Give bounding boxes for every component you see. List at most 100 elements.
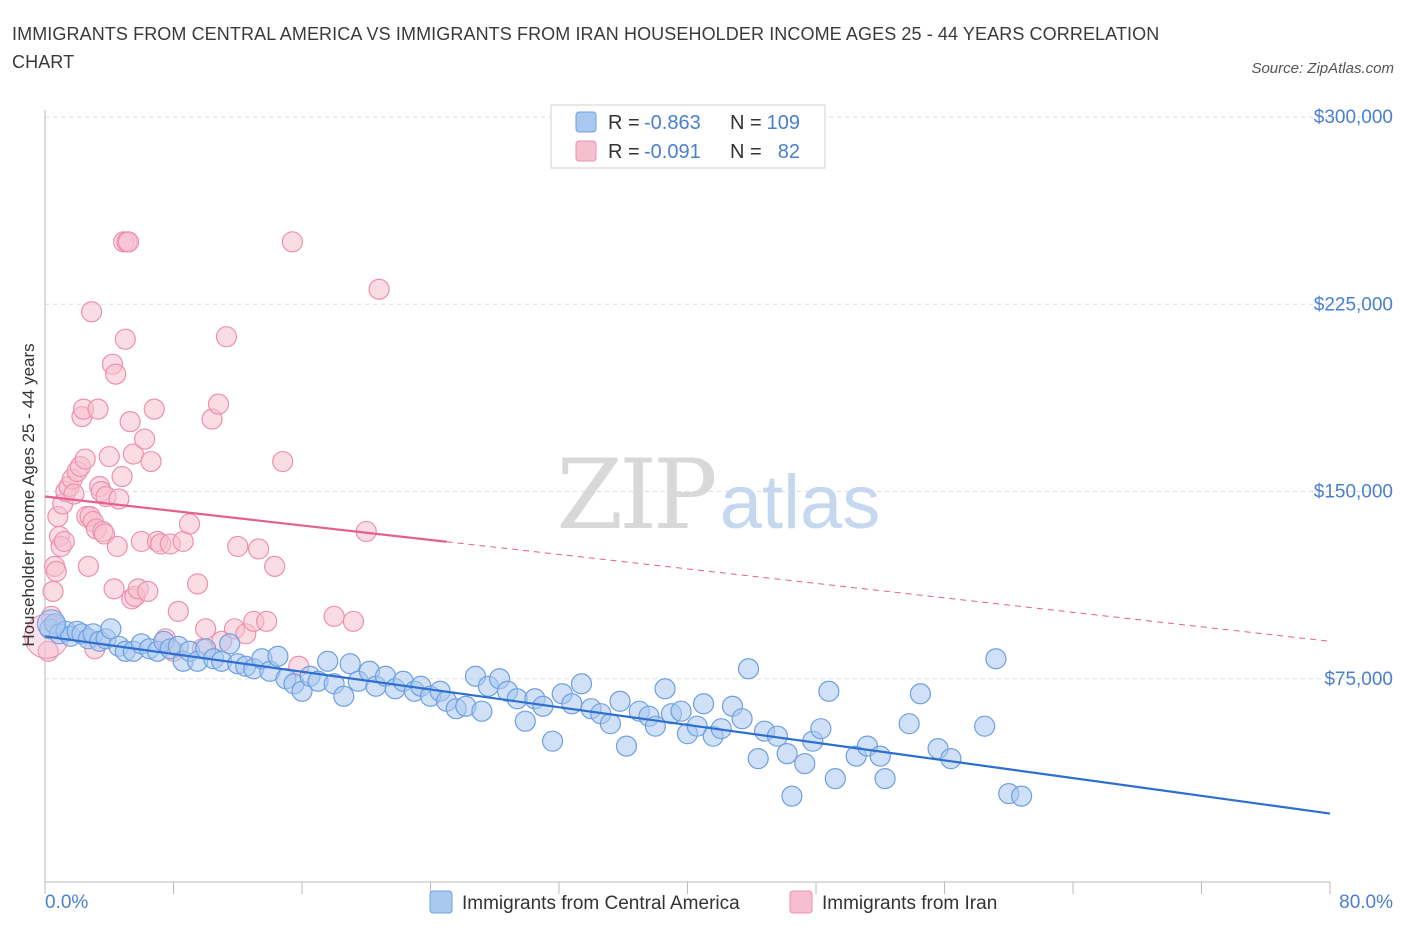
legend-n-label: N =: [730, 112, 762, 134]
point-iran: [93, 523, 116, 545]
point-central-america: [670, 700, 692, 722]
watermark: ZIP atlas: [556, 439, 880, 551]
point-iran: [114, 328, 136, 350]
point-central-america: [985, 648, 1007, 670]
series-legend-swatch: [789, 890, 813, 914]
point-central-america: [794, 753, 816, 775]
point-iran: [119, 410, 141, 433]
legend-n-label: N =: [730, 141, 762, 163]
point-central-america: [818, 680, 840, 702]
point-iran: [111, 465, 133, 488]
point-central-america: [824, 768, 846, 790]
legend-n-value: 82: [778, 141, 800, 163]
point-iran: [53, 530, 75, 553]
point-iran: [98, 445, 120, 468]
trend-line-iran: [44, 495, 447, 543]
point-central-america: [874, 768, 896, 790]
point-central-america: [747, 748, 769, 770]
point-iran: [256, 610, 278, 632]
series-legend-swatch: [429, 890, 453, 914]
point-central-america: [810, 718, 832, 740]
point-iran: [227, 535, 249, 558]
y-tick-label: $300,000: [1314, 107, 1393, 128]
series-central-america-points: [36, 609, 1033, 807]
point-central-america: [692, 693, 715, 715]
point-iran: [272, 450, 294, 473]
point-iran: [323, 605, 345, 627]
point-iran: [167, 600, 189, 622]
point-iran: [140, 450, 162, 473]
point-central-america: [219, 633, 241, 655]
point-iran: [87, 398, 109, 420]
series-legend-label: Immigrants from Iran: [822, 893, 997, 914]
point-central-america-cluster: [36, 609, 66, 639]
point-iran: [137, 580, 159, 602]
point-central-america: [1010, 785, 1033, 807]
point-iran: [186, 573, 209, 595]
point-central-america: [940, 748, 962, 770]
point-central-america: [898, 713, 920, 735]
legend-n-value: 109: [767, 112, 800, 134]
point-central-america: [615, 735, 638, 757]
point-central-america: [909, 683, 932, 705]
point-central-america: [599, 713, 622, 735]
series-iran-points: [24, 231, 390, 677]
point-iran: [248, 538, 270, 560]
point-iran: [106, 535, 128, 558]
point-iran: [37, 640, 59, 662]
legend-r-value: -0.863: [644, 112, 701, 134]
x-tick-label: 80.0%: [1339, 892, 1393, 913]
point-iran: [77, 555, 99, 578]
point-central-america: [100, 618, 122, 640]
point-iran: [80, 301, 103, 323]
point-iran: [215, 326, 238, 348]
watermark-zip: ZIP: [556, 439, 715, 551]
point-iran: [143, 398, 165, 420]
trend-lines: [44, 495, 1331, 815]
point-iran: [42, 580, 64, 602]
point-central-america: [781, 785, 803, 807]
trend-line-central-america: [44, 635, 1331, 815]
point-central-america: [514, 710, 536, 732]
point-central-america: [776, 743, 798, 765]
point-central-america: [654, 678, 676, 700]
point-iran: [103, 578, 125, 600]
chart-source: Source: ZipAtlas.com: [1251, 60, 1394, 77]
y-tick-label: $150,000: [1314, 482, 1393, 503]
point-central-america: [317, 650, 339, 672]
point-central-america: [541, 730, 564, 752]
point-central-america: [869, 745, 891, 767]
legend-box-frame: [550, 104, 826, 169]
legend-r-label: R =: [608, 112, 640, 134]
point-central-america: [737, 658, 760, 680]
point-iran: [368, 278, 390, 300]
chart-title: IMMIGRANTS FROM CENTRAL AMERICA VS IMMIG…: [12, 24, 1160, 72]
point-central-america: [339, 653, 361, 675]
series-legend-label: Immigrants from Central America: [462, 893, 740, 914]
trend-line-iran-extension: [446, 541, 1331, 642]
point-iran: [117, 231, 140, 253]
axes: [44, 110, 1331, 894]
watermark-atlas: atlas: [720, 460, 881, 545]
point-iran: [342, 610, 364, 632]
y-tick-label: $75,000: [1324, 669, 1393, 690]
point-central-america: [609, 690, 631, 712]
point-iran: [178, 513, 201, 535]
point-iran: [45, 560, 67, 582]
correlation-legend: R = -0.863 N = 109 R = -0.091 N = 82: [550, 104, 826, 169]
point-iran: [105, 363, 127, 385]
point-iran: [264, 555, 286, 578]
point-iran: [281, 231, 303, 253]
point-central-america: [471, 700, 493, 722]
y-axis-label: Householder Income Ages 25 - 44 years: [19, 343, 38, 646]
point-central-america: [267, 645, 289, 667]
axis-labels: $75,000 $150,000 $225,000 $300,000 0.0% 80.0%…: [19, 107, 1393, 913]
point-central-america: [731, 708, 753, 730]
legend-r-value: -0.091: [644, 141, 701, 163]
x-tick-label: 0.0%: [45, 892, 88, 913]
point-iran: [133, 428, 156, 450]
point-iran: [74, 448, 96, 470]
point-iran: [122, 443, 144, 465]
y-tick-label: $225,000: [1314, 294, 1393, 315]
